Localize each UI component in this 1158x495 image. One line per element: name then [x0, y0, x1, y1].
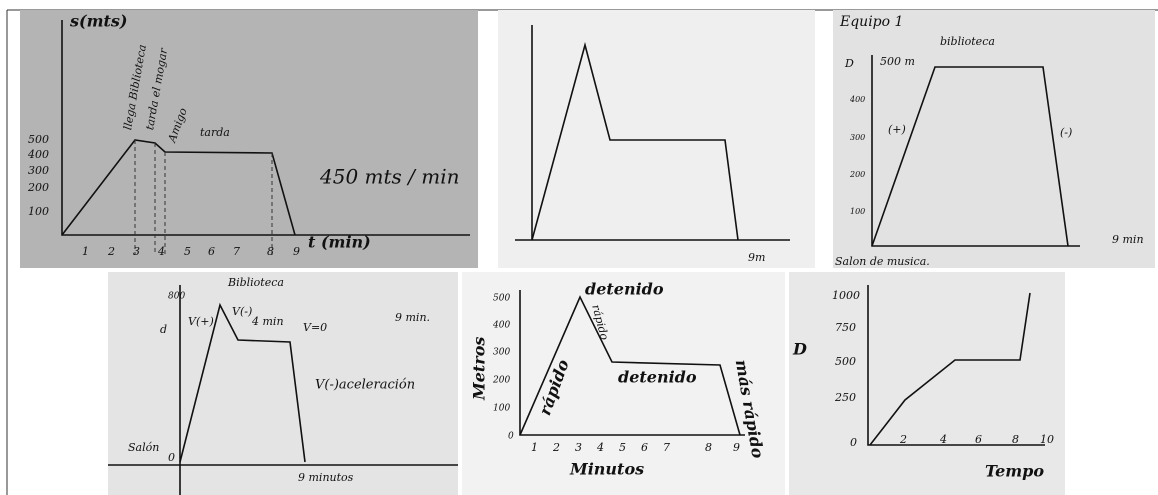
tick-label: 2: [552, 441, 560, 454]
photo: [833, 10, 1155, 268]
tick-label: 5: [619, 441, 626, 454]
label: D: [792, 340, 807, 359]
panel-1: s(mts) 500 400 300 200 100 llega Bibliot…: [20, 10, 478, 268]
label: 500: [493, 294, 510, 304]
label: 500: [835, 355, 856, 368]
label: t (min): [308, 233, 371, 252]
label: 400: [492, 321, 510, 331]
tick-label: 7: [663, 441, 670, 454]
label: 100: [850, 207, 865, 216]
tick-label: 2: [899, 433, 907, 446]
label: 200: [492, 376, 510, 386]
label: (-): [1060, 126, 1072, 139]
tick-label: 8: [705, 441, 712, 454]
panel-6: 1000 750 500 250 0 2 4 6 8 10 D Tempo: [789, 272, 1065, 495]
label: V(-)aceleración: [315, 378, 415, 393]
label: Biblioteca: [227, 276, 284, 289]
tick-label: 3: [133, 245, 140, 258]
label: 400: [849, 95, 865, 104]
label: 0: [508, 432, 514, 442]
tick-label: 4: [596, 441, 604, 454]
tick-label: 2: [107, 245, 115, 258]
label: Equipo 1: [839, 14, 903, 30]
tick-label: 4: [157, 245, 165, 258]
label: 750: [835, 321, 856, 334]
label: 0: [168, 451, 175, 464]
label: 400: [27, 148, 49, 161]
tick-label: 8: [267, 245, 274, 258]
label: tarda: [200, 126, 230, 139]
label: 1000: [832, 289, 860, 302]
panel-3: Equipo 1 biblioteca D 500 m 400 300 200 …: [833, 10, 1155, 268]
label: 100: [493, 404, 510, 414]
tick-label: 7: [233, 245, 240, 258]
label: 9m: [748, 251, 765, 264]
label: biblioteca: [940, 35, 995, 48]
label: Minutos: [569, 460, 644, 479]
tick-label: 9: [293, 245, 300, 258]
label: detenido: [585, 280, 664, 299]
label: 0: [850, 436, 857, 449]
label: 9 min: [1112, 233, 1144, 246]
tick-label: 10: [1040, 433, 1054, 446]
panel-4: Biblioteca 800 d V(+) V(-) 4 min V=0 9 m…: [108, 272, 458, 495]
label: 100: [28, 205, 49, 218]
panel-2: 9m: [498, 10, 815, 268]
label: Salon de musica.: [835, 255, 930, 268]
tick-label: 6: [975, 433, 982, 446]
photo: [498, 10, 815, 268]
label: 300: [850, 133, 865, 142]
collage: s(mts) 500 400 300 200 100 llega Bibliot…: [0, 0, 1158, 495]
label: D: [844, 57, 854, 70]
label: Tempo: [985, 462, 1044, 481]
tick-label: 8: [1012, 433, 1019, 446]
label: 300: [28, 164, 49, 177]
label: 450 mts / min: [319, 165, 460, 189]
label: V=0: [303, 321, 327, 334]
label: 9 minutos: [298, 471, 354, 484]
label: s(mts): [69, 12, 127, 31]
tick-label: 3: [575, 441, 582, 454]
label: 500 m: [880, 55, 915, 68]
label: Salón: [128, 441, 159, 454]
label: d: [160, 323, 167, 336]
tick-label: 6: [641, 441, 648, 454]
label: 300: [493, 348, 510, 358]
label: (+): [888, 123, 906, 136]
tick-label: 4: [939, 433, 947, 446]
label: V(-): [232, 305, 252, 318]
label: Metros: [470, 337, 489, 401]
label: 200: [27, 181, 49, 194]
tick-label: 1: [82, 245, 89, 258]
label: 500: [28, 133, 49, 146]
photo: [20, 10, 478, 268]
label: 4 min: [251, 315, 284, 328]
tick-label: 9: [733, 441, 740, 454]
tick-label: 1: [531, 441, 538, 454]
panel-5: detenido Metros 500 400 300 200 100 0 rá…: [462, 272, 785, 495]
label: V(+): [188, 315, 214, 328]
label: 9 min.: [395, 311, 430, 324]
label: detenido: [618, 368, 697, 387]
label: 200: [849, 170, 865, 179]
tick-label: 6: [208, 245, 215, 258]
label: 250: [834, 391, 856, 404]
tick-label: 5: [184, 245, 191, 258]
label: 800: [168, 292, 185, 302]
